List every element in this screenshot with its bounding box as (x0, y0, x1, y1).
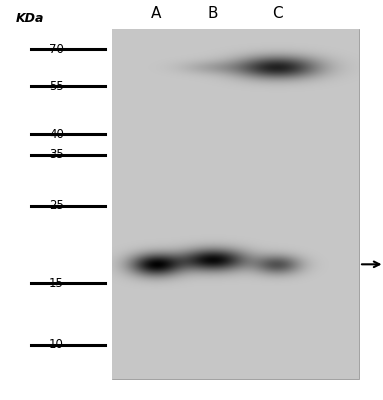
Text: 40: 40 (49, 128, 64, 141)
Text: 10: 10 (49, 338, 64, 351)
Text: KDa: KDa (16, 12, 44, 25)
Text: 70: 70 (49, 43, 64, 56)
Bar (112, 29, 359, 379)
Text: 15: 15 (49, 277, 64, 290)
Text: A: A (151, 6, 161, 21)
Text: B: B (208, 6, 218, 21)
Text: C: C (272, 6, 283, 21)
Text: 55: 55 (49, 80, 64, 92)
Text: 25: 25 (49, 199, 64, 212)
Text: 35: 35 (49, 148, 64, 161)
